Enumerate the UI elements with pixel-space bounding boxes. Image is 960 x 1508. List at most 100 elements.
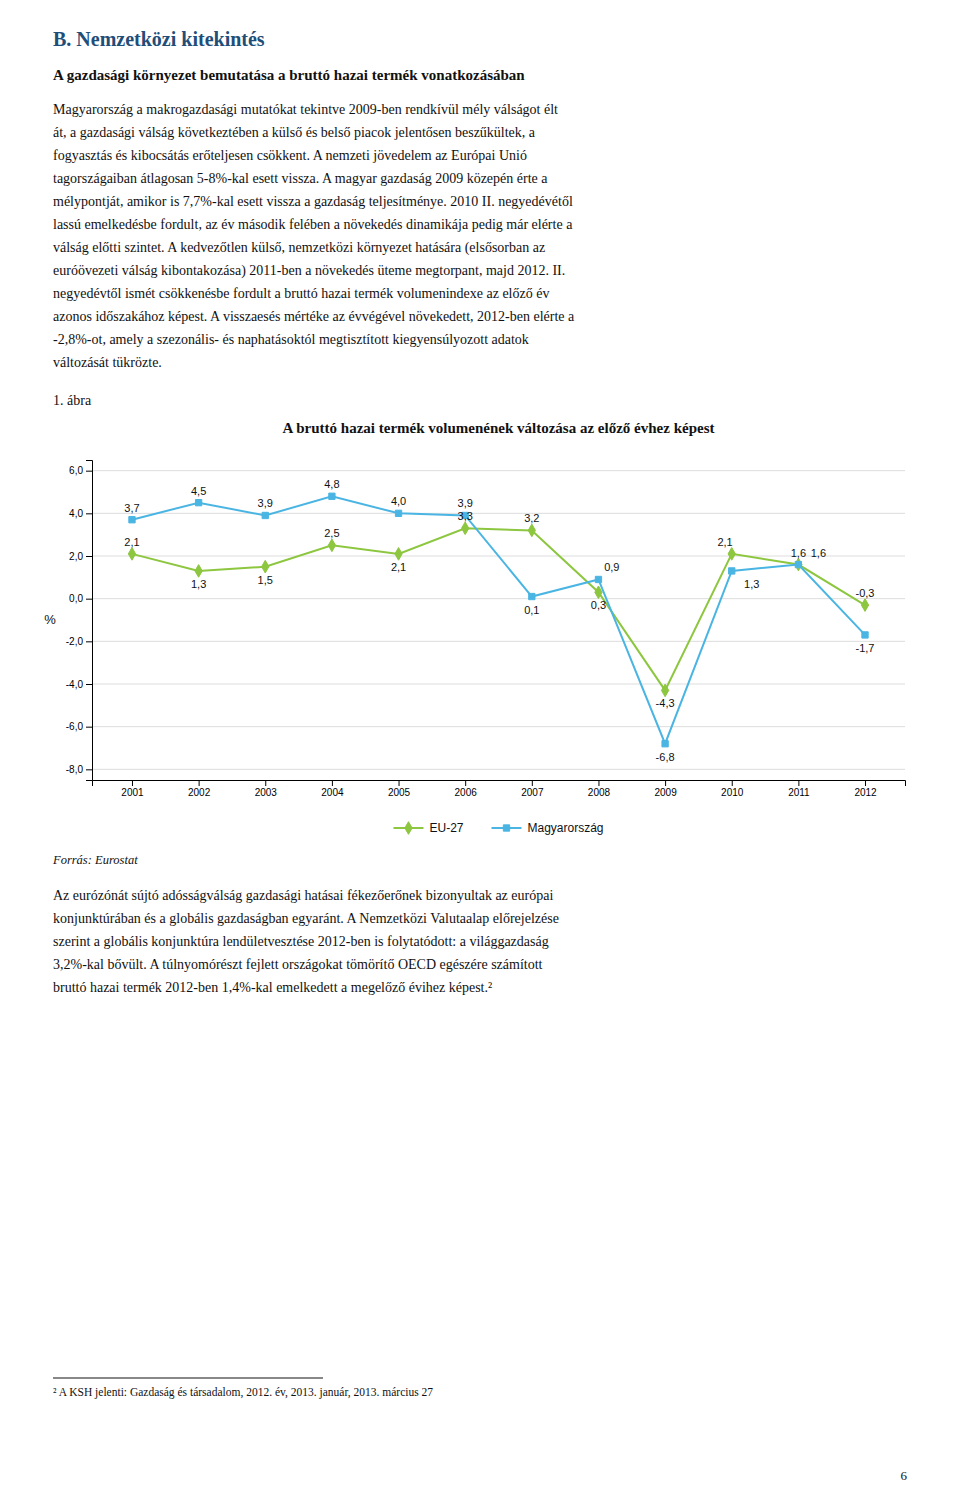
series-marker — [529, 593, 535, 599]
y-axis-title: % — [44, 612, 56, 627]
series-marker — [528, 524, 535, 537]
footnote: ² A KSH jelenti: Gazdaság és társadalom,… — [53, 1386, 433, 1399]
subheading-line: A gazdasági környezet bemutatása a brutt… — [53, 67, 525, 83]
body-text-line: euróövezeti válság kibontakozása) 2011-b… — [53, 263, 565, 279]
data-label: 3,9 — [458, 497, 473, 509]
x-tick: 2006 — [455, 780, 478, 798]
y-tick-label: -6,0 — [66, 721, 84, 732]
x-tick: 2005 — [388, 780, 411, 798]
x-tick-mark — [465, 780, 466, 786]
x-tick-mark — [598, 780, 599, 786]
data-label: 3,7 — [124, 502, 139, 514]
x-tick-mark — [798, 780, 799, 786]
legend-label: Magyarország — [527, 821, 603, 835]
y-tick-mark — [86, 471, 92, 472]
x-tick-label: 2010 — [721, 787, 744, 798]
series-marker — [661, 684, 668, 697]
grid-line — [92, 769, 905, 770]
subheading: A gazdasági környezet bemutatása a brutt… — [53, 67, 525, 83]
data-label: 2,1 — [717, 536, 732, 548]
body-text-line: mélypontját, amikor is 7,7%-kal esett vi… — [53, 194, 573, 209]
data-label: 3,3 — [458, 510, 473, 522]
x-tick-label: 2007 — [521, 787, 544, 798]
x-tick-label: 2006 — [455, 787, 478, 798]
y-tick-label: -2,0 — [66, 636, 84, 647]
y-axis-line — [86, 461, 93, 781]
heading-line: B. Nemzetközi kitekintés — [53, 28, 265, 50]
x-tick: 2010 — [721, 780, 744, 798]
x-tick: 2008 — [588, 780, 611, 798]
data-label: 0,3 — [591, 599, 606, 611]
x-tick: 2011 — [788, 780, 810, 798]
grid — [92, 471, 905, 770]
y-tick-mark — [86, 727, 92, 728]
body-text-line: negyedévtől ismét csökkenésbe fordult a … — [53, 286, 549, 301]
series-marker — [395, 548, 402, 561]
x-tick: 2012 — [854, 780, 877, 798]
y-tick-mark — [86, 641, 92, 642]
body-text-line: át, a gazdasági válság következtében a k… — [53, 125, 536, 140]
y-tick-label: -4,0 — [66, 679, 84, 690]
data-label: 3,9 — [258, 497, 273, 509]
x-tick-label: 2003 — [255, 787, 278, 798]
body-text-line: tagországaiban átlagosan 5-8%-kal esett … — [53, 171, 548, 186]
figure-label-line: 1. ábra — [53, 393, 92, 408]
y-tick-label: 0,0 — [69, 593, 83, 604]
data-label: 3,2 — [524, 512, 539, 524]
footnote-line: ² A KSH jelenti: Gazdaság és társadalom,… — [53, 1386, 433, 1399]
data-label: 2,1 — [124, 536, 139, 548]
data-label: 4,0 — [391, 495, 406, 507]
y-tick-mark — [86, 513, 92, 514]
y-tick: 2,0 — [69, 551, 92, 562]
series-line — [132, 528, 865, 690]
x-tick-label: 2012 — [854, 787, 877, 798]
chart-title: A bruttó hazai termék volumenének változ… — [282, 420, 714, 436]
page-number: 6 — [901, 1468, 908, 1483]
x-tick-label: 2004 — [321, 787, 344, 798]
figure-label: 1. ábra — [53, 393, 92, 408]
y-tick: -4,0 — [66, 679, 92, 690]
x-tick: 2009 — [654, 780, 677, 798]
series-marker — [195, 565, 202, 578]
body-text-line: fogyasztás és kibocsátás erőteljesen csö… — [53, 148, 527, 163]
legend: EU-27 Magyarország — [393, 821, 603, 835]
grid-line — [92, 598, 905, 599]
body-text-line: válság előtti szintet. A kedvezőtlen kül… — [53, 240, 545, 256]
grid-line — [92, 470, 905, 471]
source-note-line: Forrás: Eurostat — [52, 853, 138, 867]
data-label: 1,3 — [744, 578, 759, 590]
data-label: 4,5 — [191, 485, 206, 497]
x-tick-mark — [865, 780, 866, 786]
data-label: 2,1 — [391, 561, 406, 573]
legend-swatch-marker — [405, 822, 412, 835]
source-note: Forrás: Eurostat — [52, 853, 138, 867]
x-tick-mark — [199, 780, 200, 786]
y-tick: -8,0 — [66, 764, 92, 775]
x-tick-mark — [732, 780, 733, 786]
x-tick-mark — [132, 780, 133, 786]
data-label: 1,6 — [791, 547, 806, 559]
footnote-separator — [53, 1378, 323, 1379]
series-marker — [795, 558, 802, 571]
body-text-line: -2,8%-ot, amely a szezonális- és naphatá… — [53, 332, 529, 347]
y-tick: -2,0 — [66, 636, 92, 647]
y-tick-label: 2,0 — [69, 551, 83, 562]
body-text-line: Az eurózónát sújtó adósságválság gazdasá… — [53, 888, 553, 903]
y-tick-mark — [86, 769, 92, 770]
series-line — [132, 496, 865, 743]
series-marker — [595, 576, 601, 582]
data-label: 0,9 — [604, 561, 619, 573]
x-tick-label: 2008 — [588, 787, 611, 798]
data-label: -4,3 — [656, 697, 675, 709]
series-marker — [462, 522, 469, 535]
x-axis-line — [93, 781, 906, 787]
legend-item: EU-27 — [393, 821, 463, 835]
data-label: 4,8 — [324, 478, 339, 490]
series-marker — [129, 517, 135, 523]
data-label: 1,5 — [258, 574, 273, 586]
x-tick-mark — [399, 780, 400, 786]
y-tick-mark — [86, 556, 92, 557]
x-tick: 2002 — [188, 780, 211, 798]
x-axis: 2001200220032004200520062007200820092010… — [93, 780, 906, 798]
y-tick-label: 4,0 — [69, 508, 83, 519]
